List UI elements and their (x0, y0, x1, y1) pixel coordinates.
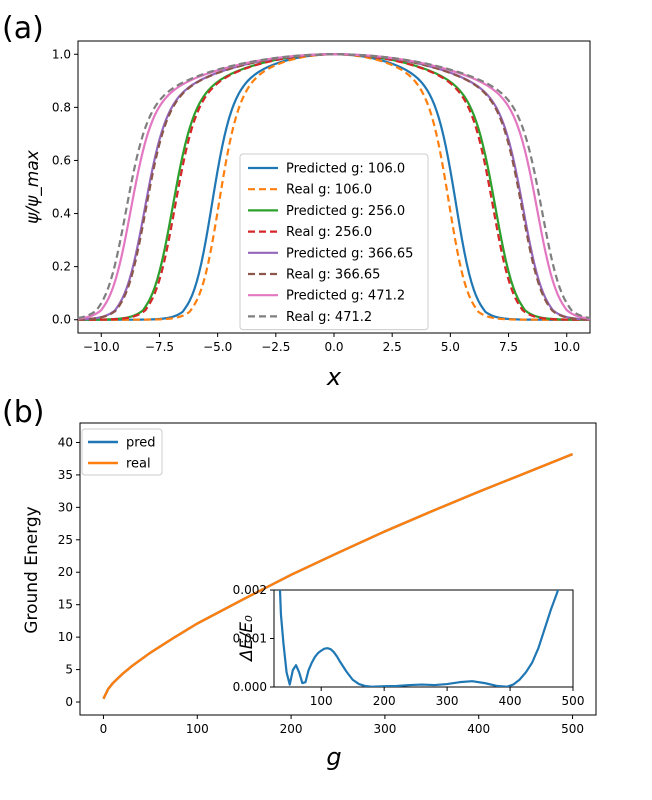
chart-a-series-line (77, 53, 591, 320)
chart-b-ylabel: Ground Energy (22, 506, 42, 633)
chart-b-legend-label: real (126, 457, 151, 472)
chart-a-series-line (77, 53, 591, 321)
panel-label-b: (b) (2, 395, 44, 430)
inset-ytick-label: 0.000 (233, 680, 267, 694)
chart-a-xtick-label: 5.0 (441, 340, 460, 354)
chart-b-series-line (102, 453, 573, 700)
chart-a-series-line (77, 53, 591, 320)
chart-b-legend: pred real (81, 428, 163, 476)
chart-b-xlabel: g (326, 743, 341, 771)
chart-a-ytick-label: 0.0 (52, 313, 71, 327)
inset-ylabel: ΔE/E₀ (237, 615, 257, 663)
chart-a-legend-label: Real g: 106.0 (286, 183, 372, 198)
chart-a-ytick-label: 0.6 (52, 153, 71, 167)
chart-a-xtick-label: 10.0 (553, 340, 580, 354)
chart-a-xlabel: x (326, 363, 342, 391)
chart-b-xtick-label: 0 (100, 722, 108, 736)
chart-b-ytick-label: 10 (58, 630, 73, 644)
chart-a-legend-label: Real g: 366.65 (286, 268, 380, 283)
chart-b-ytick-label: 35 (58, 468, 73, 482)
chart-b-ytick-label: 25 (58, 533, 73, 547)
chart-b-ytick-label: 5 (65, 663, 73, 677)
chart-a-legend-label: Predicted g: 366.65 (286, 246, 413, 261)
chart-a-legend: Predicted g: 106.0 Real g: 106.0 Predicted… (239, 153, 429, 331)
chart-a-xtick-label: 7.5 (499, 340, 518, 354)
chart-b-inset: 100 200 300 400 500 0.000 0.001 0.002 ΔE/E₀ (233, 583, 585, 708)
chart-a-xtick-label: −5.0 (203, 340, 232, 354)
chart-b-legend-label: pred (126, 436, 156, 451)
chart-b-ytick-label: 0 (65, 695, 73, 709)
chart-a-xtick-label: 2.5 (383, 340, 402, 354)
chart-a-xtick-label: 0.0 (324, 340, 343, 354)
chart-b-xtick-label: 400 (467, 722, 490, 736)
chart-b-ytick-label: 30 (58, 500, 73, 514)
chart-a-legend-label: Predicted g: 106.0 (286, 162, 405, 177)
chart-b-xtick-label: 500 (561, 722, 584, 736)
chart-a-xtick-label: −2.5 (261, 340, 290, 354)
chart-a-ytick-label: 0.8 (52, 100, 71, 114)
chart-b-ytick-label: 20 (58, 565, 73, 579)
chart-b-ytick-label: 40 (58, 435, 73, 449)
chart-a-xtick-label: −10.0 (83, 340, 120, 354)
chart-a-ytick-label: 1.0 (52, 47, 71, 61)
inset-ytick-label: 0.001 (233, 632, 267, 646)
chart-a-legend-box (239, 153, 429, 331)
chart-a-legend-label: Predicted g: 256.0 (286, 204, 405, 219)
chart-a: −10.0 −7.5 −5.0 −2.5 0.0 2.5 5.0 7.5 10.0 0.0 0.2 0… (23, 40, 591, 391)
chart-a-legend-label: Real g: 471.2 (286, 310, 372, 325)
chart-b: 0 100 200 300 400 500 0 5 10 15 20 25 30 35 40 g Groun… (22, 422, 597, 771)
inset-xtick-label: 500 (562, 694, 585, 708)
chart-a-ylabel: ψ/ψ_max (23, 149, 43, 224)
inset-xtick-label: 100 (310, 694, 333, 708)
inset-xtick-label: 300 (436, 694, 459, 708)
inset-frame (273, 589, 574, 688)
inset-xtick-label: 400 (499, 694, 522, 708)
chart-b-xtick-label: 200 (280, 722, 303, 736)
chart-a-ytick-label: 0.2 (52, 260, 71, 274)
chart-b-ytick-label: 15 (58, 598, 73, 612)
chart-a-legend-label: Real g: 256.0 (286, 225, 372, 240)
inset-series-line (278, 590, 560, 687)
inset-xtick-label: 200 (373, 694, 396, 708)
chart-a-legend-label: Predicted g: 471.2 (286, 289, 405, 304)
chart-b-xtick-label: 300 (373, 722, 396, 736)
chart-a-ytick-label: 0.4 (52, 207, 71, 221)
panel-label-a: (a) (2, 11, 44, 46)
chart-a-xtick-label: −7.5 (145, 340, 174, 354)
inset-ytick-label: 0.002 (233, 583, 267, 597)
chart-b-xtick-label: 100 (186, 722, 209, 736)
